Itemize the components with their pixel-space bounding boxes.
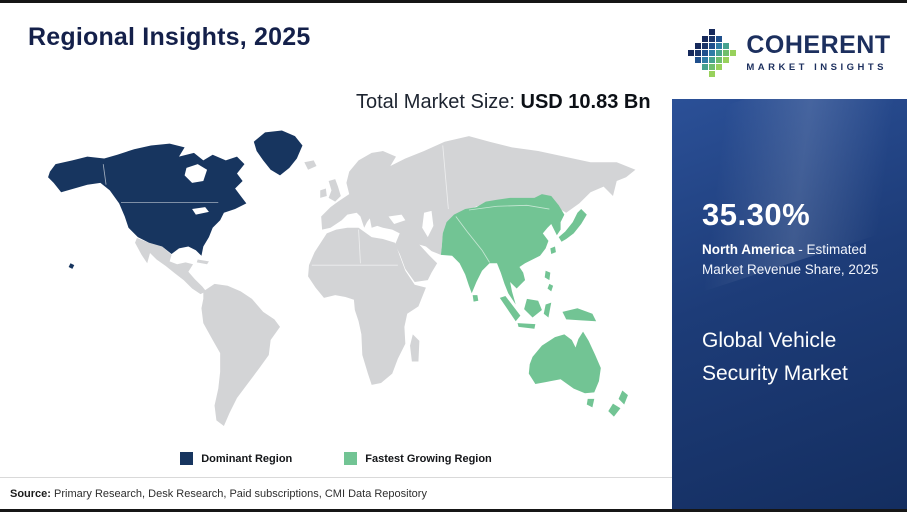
map-black-sea [388, 214, 406, 225]
total-market-size-value: USD 10.83 Bn [520, 91, 651, 113]
map-region-philippines [544, 270, 554, 292]
map-region-north-america [48, 143, 247, 256]
page-title: Regional Insights, 2025 [28, 23, 311, 51]
world-map [14, 123, 662, 441]
map-border-alaska-canada [102, 164, 107, 185]
map-border-libya [358, 229, 361, 264]
fastest-growing-region-swatch [344, 452, 358, 465]
share-region-name: North America [702, 242, 795, 257]
map-region-new-guinea [562, 308, 597, 322]
coherent-logo: COHERENT MARKET INSIGHTS [672, 3, 907, 99]
right-column: COHERENT MARKET INSIGHTS 35.30% North Am… [672, 3, 907, 509]
map-region-java [517, 323, 536, 329]
map-region-africa [308, 227, 426, 385]
share-description-text: - Estimated Market Revenue Share, 2025 [702, 242, 879, 277]
source-label: Source: [10, 487, 51, 500]
map-region-sumatra [499, 296, 521, 322]
total-market-size-label: Total Market Size: [356, 91, 515, 113]
map-region-ireland [320, 188, 327, 198]
map-region-tasmania [586, 398, 595, 408]
source-text: Primary Research, Desk Research, Paid su… [54, 487, 427, 500]
map-region-uk [328, 179, 341, 202]
map-border-india-china [455, 216, 490, 263]
logo-name: COHERENT [746, 31, 891, 59]
total-market-size: Total Market Size: USD 10.83 Bn [356, 89, 652, 116]
map-region-asia-mainland [440, 194, 565, 305]
map-region-iceland [304, 160, 317, 170]
map-region-south-america [201, 283, 281, 427]
map-region-hawaii [68, 263, 75, 269]
legend-item-dominant: Dominant Region [180, 452, 292, 465]
map-caspian-sea [422, 210, 434, 238]
map-region-borneo [524, 298, 542, 318]
market-share-description: North America - Estimated Market Revenue… [702, 240, 890, 279]
legend-item-fastest-growing: Fastest Growing Region [344, 452, 492, 465]
map-region-new-zealand [608, 390, 628, 417]
map-region-madagascar [410, 334, 420, 362]
coherent-logo-diamond-icon [688, 29, 737, 77]
map-region-caribbean [196, 259, 209, 265]
map-border-china-mongolia [468, 204, 550, 211]
map-region-japan [558, 209, 587, 242]
dominant-region-swatch [180, 452, 194, 465]
map-region-mexico-central-america [135, 238, 207, 295]
map-hudson-bay [184, 164, 208, 183]
legend: Dominant Region Fastest Growing Region [0, 452, 672, 465]
map-region-sulawesi [543, 302, 552, 318]
market-share-value: 35.30% [702, 197, 811, 232]
sidebar-panel: 35.30% North America - Estimated Market … [672, 99, 907, 509]
map-great-lakes [192, 207, 209, 215]
logo-text: COHERENT MARKET INSIGHTS [746, 31, 891, 74]
logo-tagline: MARKET INSIGHTS [746, 62, 887, 73]
map-region-australia [528, 331, 601, 394]
map-region-eurasia [321, 136, 636, 282]
footer: Source: Primary Research, Desk Research,… [0, 477, 672, 509]
map-region-sri-lanka [472, 295, 479, 302]
map-region-greenland [253, 130, 303, 176]
map-region-taiwan [550, 246, 556, 254]
dominant-region-label: Dominant Region [201, 452, 293, 465]
market-name: Global Vehicle Security Market [702, 329, 848, 385]
fastest-growing-region-label: Fastest Growing Region [365, 452, 492, 465]
source-line: Source: Primary Research, Desk Research,… [10, 488, 427, 500]
map-border-ural [442, 145, 449, 210]
world-map-svg [48, 130, 636, 427]
